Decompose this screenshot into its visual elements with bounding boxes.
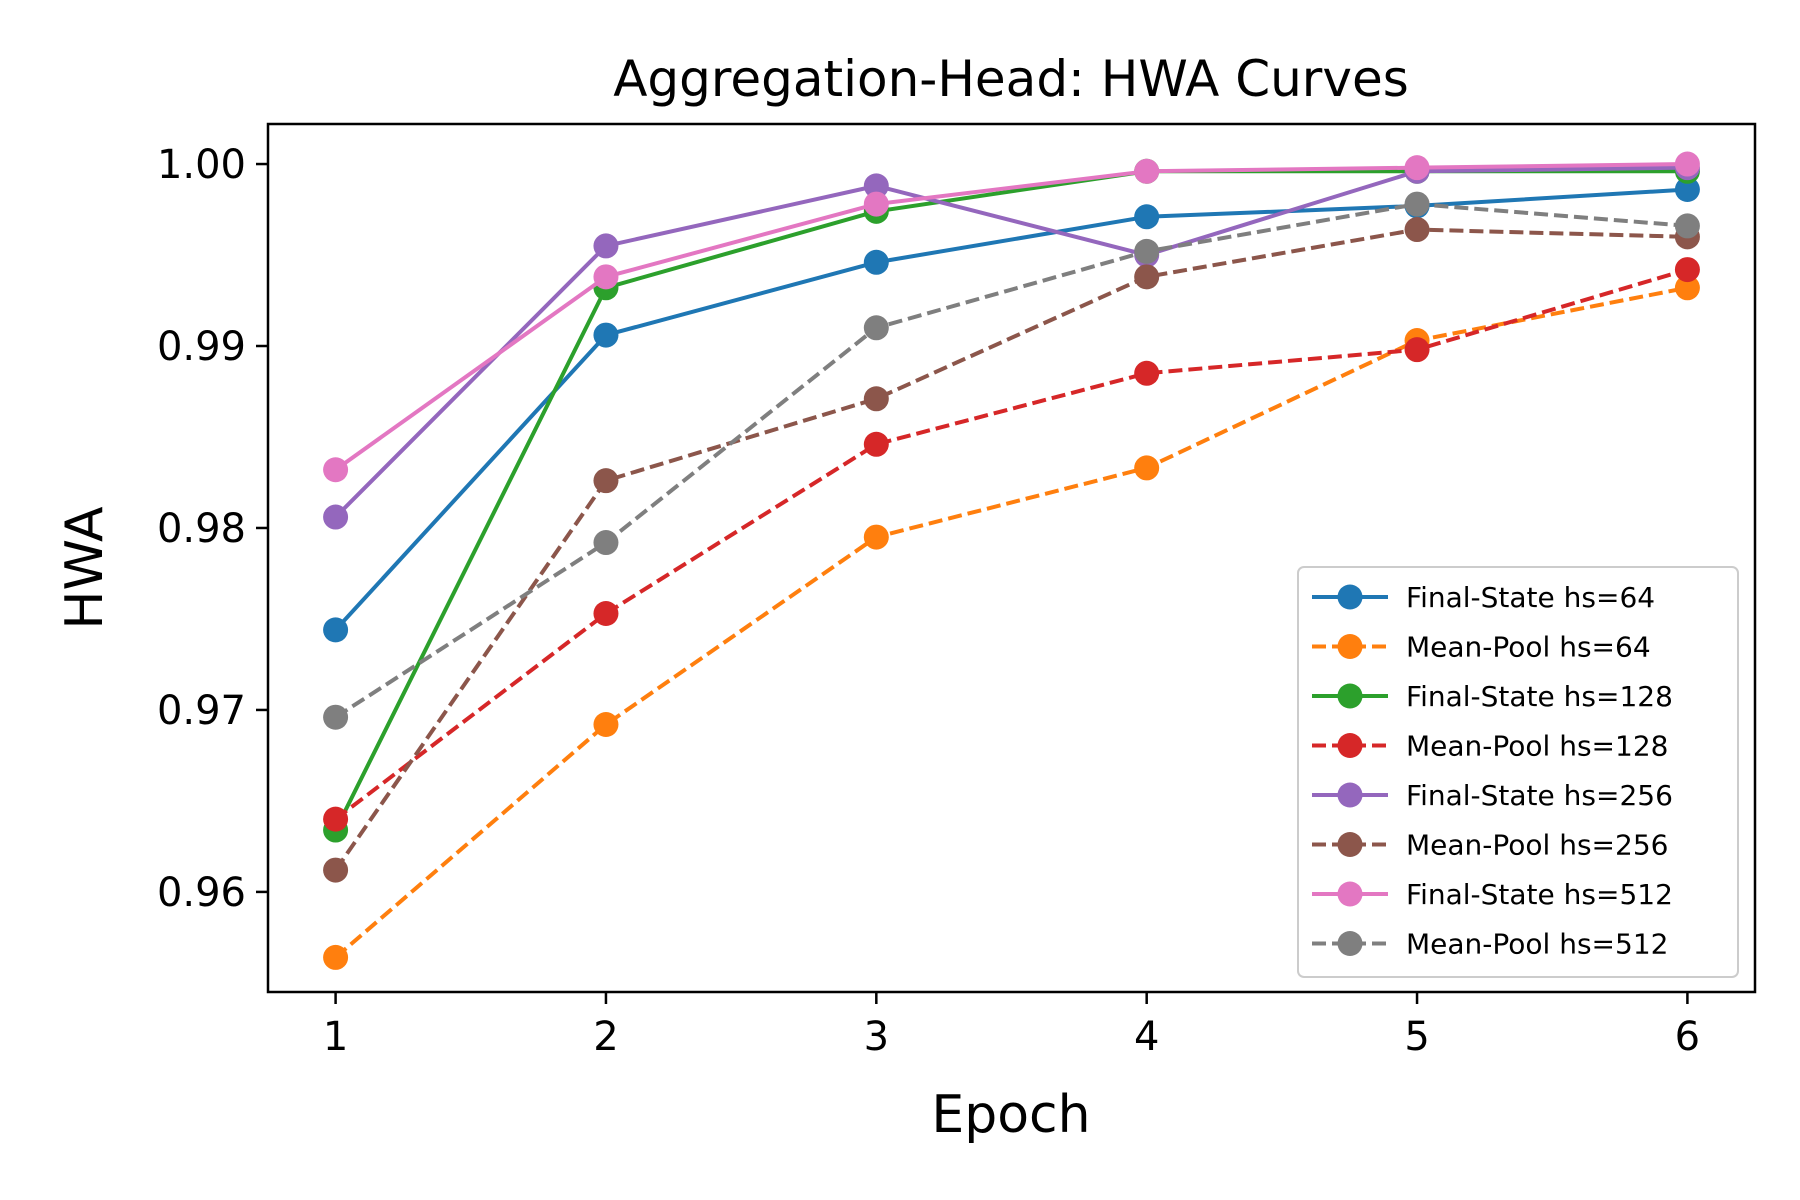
legend-entry: Final-State hs=64 (1312, 581, 1655, 614)
data-point (593, 264, 619, 290)
legend-entry: Mean-Pool hs=256 (1312, 829, 1668, 862)
legend-label: Mean-Pool hs=128 (1406, 730, 1668, 763)
legend-box (1297, 566, 1739, 978)
series-line (334, 165, 1688, 519)
y-tick-label: 1.00 (157, 142, 246, 188)
data-point (593, 530, 619, 556)
data-point (863, 191, 889, 217)
x-tick-label: 2 (593, 1014, 618, 1060)
y-tick-label: 0.98 (157, 506, 246, 552)
y-tick-label: 0.97 (157, 688, 246, 734)
legend-label: Final-State hs=64 (1406, 581, 1655, 614)
data-point (863, 249, 889, 275)
data-point (1674, 213, 1700, 239)
data-point (1134, 264, 1160, 290)
legend-marker (1337, 931, 1363, 956)
data-point (1134, 204, 1160, 230)
legend-label: Mean-Pool hs=64 (1406, 631, 1651, 664)
x-tick-label: 6 (1675, 1014, 1700, 1060)
series-line (334, 202, 1688, 719)
ticks-layer: 1 2 3 4 5 6 0.96 0.97 0.98 0.99 1.00 (157, 142, 1700, 1060)
series-layer (323, 151, 1700, 970)
series-7 (323, 151, 1700, 483)
legend-marker (1337, 634, 1363, 659)
data-point (863, 315, 889, 341)
data-point (593, 712, 619, 738)
legend: Final-State hs=64 Mean-Pool hs=64 Final-St… (1297, 566, 1739, 978)
data-point (323, 944, 349, 970)
data-point (863, 431, 889, 457)
legend-label: Mean-Pool hs=256 (1406, 829, 1668, 862)
legend-entry: Final-State hs=128 (1312, 680, 1673, 713)
series-6 (323, 217, 1700, 883)
data-point (863, 524, 889, 550)
legend-label: Final-State hs=256 (1406, 779, 1673, 812)
x-tick-label: 4 (1134, 1014, 1159, 1060)
data-point (1674, 177, 1700, 203)
data-point (863, 173, 889, 199)
data-point (1674, 151, 1700, 177)
data-point (1404, 337, 1430, 363)
legend-marker (1337, 881, 1363, 907)
series-line (334, 187, 1688, 632)
x-tick-label: 5 (1404, 1014, 1429, 1060)
y-tick-label: 0.99 (157, 324, 246, 370)
series-line (334, 162, 1688, 472)
data-point (593, 468, 619, 494)
chart-title: Aggregation-Head: HWA Curves (613, 50, 1409, 108)
series-8 (323, 191, 1700, 730)
y-tick-label: 0.96 (157, 870, 246, 916)
data-point (323, 457, 349, 483)
data-point (323, 704, 349, 730)
legend-label: Final-State hs=512 (1406, 878, 1673, 911)
data-point (1674, 275, 1700, 301)
data-point (593, 601, 619, 627)
data-point (1134, 360, 1160, 386)
data-point (593, 233, 619, 259)
data-point (593, 322, 619, 348)
data-point (1134, 455, 1160, 481)
series-line (334, 267, 1688, 821)
legend-entry: Mean-Pool hs=64 (1312, 631, 1651, 664)
data-point (323, 857, 349, 883)
data-point (1674, 257, 1700, 283)
data-point (1404, 191, 1430, 217)
legend-marker (1337, 832, 1363, 857)
legend-entry: Final-State hs=512 (1312, 878, 1673, 911)
data-point (863, 386, 889, 412)
legend-entry: Mean-Pool hs=512 (1312, 928, 1668, 961)
legend-marker (1337, 683, 1363, 709)
axes-frame (266, 122, 1757, 994)
data-point (1404, 217, 1430, 243)
x-axis-label: Epoch (931, 1085, 1090, 1145)
data-point (1134, 238, 1160, 264)
legend-marker (1337, 584, 1363, 610)
series-4 (323, 257, 1700, 832)
data-point (1404, 155, 1430, 181)
x-tick-label: 1 (323, 1014, 348, 1060)
legend-entry: Mean-Pool hs=128 (1312, 730, 1668, 763)
legend-entry: Final-State hs=256 (1312, 779, 1673, 812)
legend-marker (1337, 782, 1363, 808)
data-point (323, 504, 349, 530)
legend-marker (1337, 733, 1363, 758)
x-tick-label: 3 (864, 1014, 889, 1060)
series-line (333, 227, 1688, 872)
data-point (323, 806, 349, 832)
data-point (323, 617, 349, 643)
data-point (1134, 158, 1160, 184)
y-axis-label: HWA (55, 506, 115, 630)
legend-label: Final-State hs=128 (1406, 680, 1673, 713)
legend-label: Mean-Pool hs=512 (1406, 928, 1668, 961)
series-line (334, 285, 1688, 959)
